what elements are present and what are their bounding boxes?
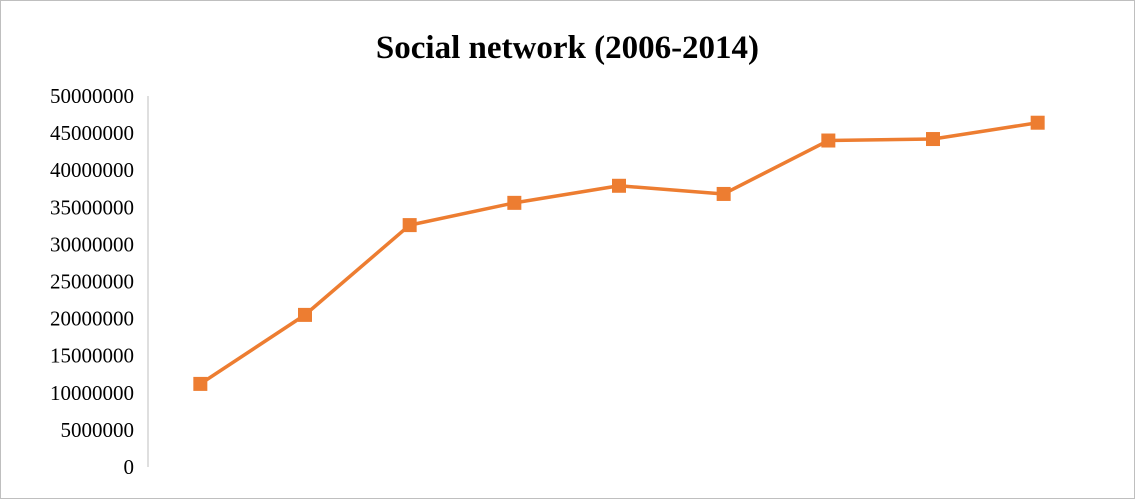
data-point-marker — [1030, 115, 1045, 130]
y-tick-label: 20000000 — [50, 307, 134, 331]
data-point-marker — [821, 133, 836, 148]
chart-title: Social network (2006-2014) — [375, 30, 760, 66]
data-point-marker — [402, 218, 417, 233]
y-tick-label: 45000000 — [50, 121, 134, 145]
y-tick-label: 40000000 — [50, 158, 134, 182]
y-tick-label: 5000000 — [61, 418, 135, 442]
y-tick-label: 30000000 — [50, 232, 134, 256]
series-line — [199, 120, 1038, 386]
y-tick-label: 25000000 — [50, 270, 134, 294]
y-tick-label: 10000000 — [50, 381, 134, 405]
y-tick-label: 0 — [124, 455, 135, 479]
data-point-marker — [716, 186, 731, 201]
y-axis-tick-labels: 0 5000000 10000000 15000000 20000000 25000000… — [50, 84, 134, 479]
y-tick-label: 50000000 — [50, 84, 134, 108]
series-group — [193, 115, 1045, 391]
data-point-marker — [926, 132, 940, 147]
y-tick-label: 15000000 — [50, 344, 134, 368]
y-tick-label: 35000000 — [50, 195, 134, 219]
data-point-marker — [507, 195, 522, 210]
data-point-marker — [193, 376, 208, 391]
data-point-marker — [298, 307, 312, 322]
data-point-marker — [612, 178, 626, 193]
